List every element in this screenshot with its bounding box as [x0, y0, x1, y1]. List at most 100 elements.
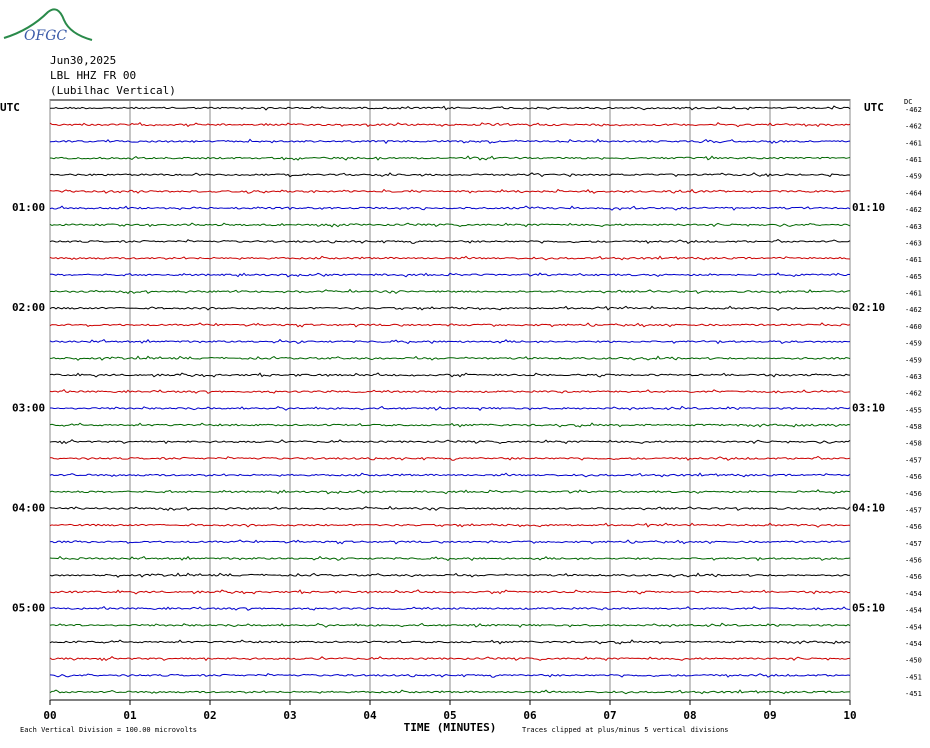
trace	[49, 555, 851, 562]
dc-value: -461	[905, 290, 922, 298]
x-tick-label: 09	[763, 709, 776, 722]
trace	[49, 389, 851, 394]
right-time-label: 03:10	[852, 401, 885, 414]
dc-value: -454	[905, 640, 922, 648]
dc-value: -459	[905, 340, 922, 348]
dc-value: -454	[905, 607, 922, 615]
dc-value: -460	[905, 323, 922, 331]
dc-value: -462	[905, 123, 922, 131]
dc-value: -464	[905, 189, 922, 197]
trace	[49, 589, 851, 595]
right-time-label: 01:10	[852, 201, 885, 214]
x-axis-label: TIME (MINUTES)	[404, 721, 497, 734]
x-tick-label: 06	[523, 709, 537, 722]
dc-value: -461	[905, 156, 922, 164]
trace	[49, 689, 851, 695]
trace	[49, 172, 851, 178]
left-time-label: 05:00	[12, 602, 45, 615]
dc-value: -461	[905, 256, 922, 264]
dc-value: -463	[905, 373, 922, 381]
dc-title: DC	[904, 98, 912, 106]
trace	[49, 439, 851, 445]
dc-value: -462	[905, 306, 922, 314]
right-time-label: 05:10	[852, 602, 885, 615]
trace	[49, 355, 851, 361]
dc-value: -462	[905, 106, 922, 114]
trace	[49, 105, 851, 111]
dc-value: -457	[905, 506, 922, 514]
trace	[49, 405, 851, 412]
dc-value: -463	[905, 239, 922, 247]
clip-note: Traces clipped at plus/minus 5 vertical …	[522, 726, 729, 734]
trace	[49, 255, 851, 261]
x-tick-label: 08	[683, 709, 696, 722]
trace	[49, 622, 851, 628]
dc-value: -456	[905, 557, 922, 565]
dc-value: -456	[905, 490, 922, 498]
dc-value: -459	[905, 356, 922, 364]
trace	[49, 672, 851, 678]
x-tick-label: 01	[123, 709, 137, 722]
trace	[49, 305, 851, 311]
trace	[49, 122, 851, 128]
trace	[49, 455, 851, 461]
left-time-label: 03:00	[12, 401, 45, 414]
dc-value: -454	[905, 623, 922, 631]
trace	[49, 338, 851, 345]
dc-value: -456	[905, 523, 922, 531]
trace	[49, 322, 851, 328]
trace	[49, 656, 851, 662]
trace	[49, 205, 851, 211]
left-time-label: 02:00	[12, 301, 45, 314]
dc-value: -456	[905, 473, 922, 481]
left-time-label: 04:00	[12, 501, 45, 514]
trace	[49, 522, 851, 528]
trace	[49, 605, 851, 611]
left-time-label: 01:00	[12, 201, 45, 214]
trace	[49, 238, 851, 244]
x-tick-label: 05	[443, 709, 456, 722]
station: LBL HHZ FR 00	[50, 69, 136, 82]
location: (Lubilhac Vertical)	[50, 84, 176, 97]
trace	[49, 188, 851, 194]
trace	[49, 422, 851, 428]
trace	[49, 505, 851, 512]
x-tick-label: 07	[603, 709, 616, 722]
dc-value: -463	[905, 223, 922, 231]
x-tick-label: 04	[363, 709, 377, 722]
x-tick-label: 03	[283, 709, 296, 722]
trace	[49, 472, 851, 478]
trace	[49, 372, 851, 378]
trace	[49, 155, 851, 161]
dc-value: -465	[905, 273, 922, 281]
right-time-label: UTC	[864, 101, 884, 114]
dc-value: -458	[905, 423, 922, 431]
right-time-label: 02:10	[852, 301, 885, 314]
dc-value: -455	[905, 406, 922, 414]
x-tick-label: 02	[203, 709, 216, 722]
dc-value: -458	[905, 440, 922, 448]
trace	[49, 639, 851, 645]
dc-value: -462	[905, 390, 922, 398]
trace	[49, 489, 851, 495]
dc-value: -456	[905, 573, 922, 581]
dc-value: -457	[905, 456, 922, 464]
date: Jun30,2025	[50, 54, 116, 67]
trace	[49, 572, 851, 578]
dc-value: -462	[905, 206, 922, 214]
x-tick-label: 10	[843, 709, 856, 722]
logo-mark	[3, 8, 93, 41]
x-tick-label: 00	[43, 709, 56, 722]
right-time-label: 04:10	[852, 501, 885, 514]
left-time-label: UTC	[0, 101, 20, 114]
trace	[49, 272, 851, 278]
logo: OFGC	[24, 28, 67, 44]
trace	[49, 288, 851, 295]
trace	[49, 222, 851, 228]
dc-value: -457	[905, 540, 922, 548]
trace	[49, 138, 851, 145]
dc-value: -454	[905, 590, 922, 598]
trace	[49, 539, 851, 545]
scale-note: Each Vertical Division = 100.00 microvol…	[20, 726, 197, 734]
